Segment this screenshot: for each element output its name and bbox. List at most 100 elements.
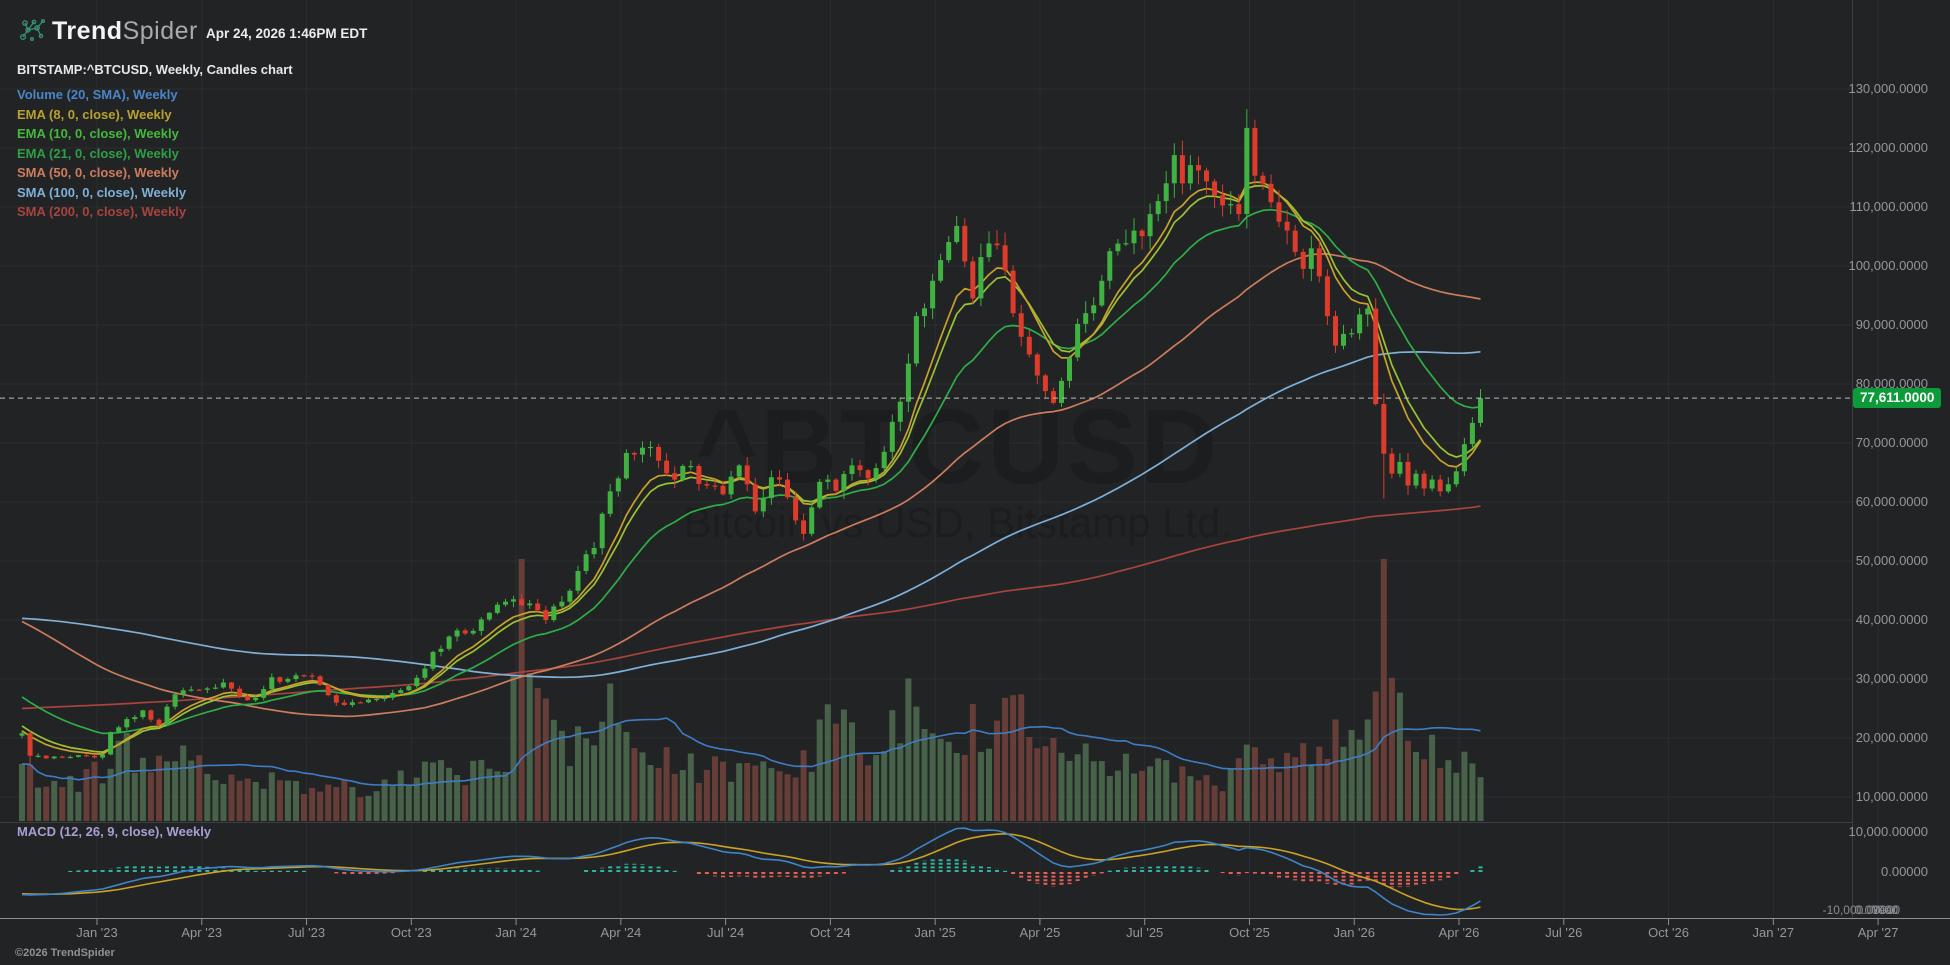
time-axis-label[interactable]: Jul '26: [1545, 925, 1582, 940]
volume-bar: [1453, 772, 1460, 821]
volume-bar: [1300, 743, 1307, 821]
time-axis-label[interactable]: Oct '23: [391, 925, 432, 940]
time-axis-label[interactable]: Jan '23: [76, 925, 118, 940]
price-axis-label[interactable]: 10,000.0000: [1856, 789, 1928, 804]
time-axis-label[interactable]: Jan '24: [495, 925, 537, 940]
volume-bar: [1340, 746, 1347, 821]
candle-body: [994, 243, 1000, 246]
macd-axis-label[interactable]: 0.00000: [1881, 864, 1928, 879]
trendspider-logo-icon: [19, 18, 46, 41]
time-axis-label[interactable]: Jul '23: [288, 925, 325, 940]
candle-body: [736, 465, 742, 477]
price-axis-label[interactable]: 90,000.0000: [1856, 317, 1928, 332]
candle-body: [43, 755, 49, 759]
chart-timestamp: Apr 24, 2026 1:46PM EDT: [206, 26, 368, 41]
legend-item[interactable]: EMA (21, 0, close), Weekly: [17, 145, 179, 161]
volume-ma-line: [21, 717, 1481, 787]
time-axis-label[interactable]: Jul '25: [1126, 925, 1163, 940]
volume-bar: [172, 761, 179, 821]
candle-body: [67, 756, 73, 759]
legend-item[interactable]: SMA (100, 0, close), Weekly: [17, 184, 187, 200]
legend-item[interactable]: SMA (200, 0, close), Weekly: [17, 204, 187, 219]
volume-bar: [1098, 761, 1105, 821]
time-axis-label[interactable]: Apr '24: [600, 925, 641, 940]
candle-body: [333, 695, 339, 703]
time-axis-label[interactable]: Jul '24: [707, 925, 744, 940]
volume-bar: [1348, 730, 1355, 821]
time-axis-label[interactable]: Oct '25: [1229, 925, 1270, 940]
volume-bar: [583, 738, 590, 821]
time-axis-label[interactable]: Apr '25: [1020, 925, 1061, 940]
candle-body: [527, 603, 533, 606]
volume-bar: [1042, 746, 1049, 821]
candle-body: [664, 460, 670, 474]
price-axis-label[interactable]: 110,000.0000: [1849, 199, 1928, 214]
volume-bar: [1445, 760, 1452, 821]
time-axis-label[interactable]: Oct '26: [1648, 925, 1689, 940]
legend-item[interactable]: SMA (50, 0, close), Weekly: [17, 165, 179, 180]
time-axis-label[interactable]: Apr '26: [1439, 925, 1480, 940]
volume-bar: [260, 788, 267, 821]
price-axis-label[interactable]: 40,000.0000: [1856, 612, 1928, 627]
volume-bar: [986, 748, 992, 821]
candle-body: [1107, 251, 1113, 281]
volume-bar: [913, 706, 920, 821]
candle-body: [1155, 201, 1161, 215]
candle-body: [1034, 354, 1040, 376]
legend-item[interactable]: Volume (20, SMA), Weekly: [17, 87, 178, 102]
price-axis-label[interactable]: 50,000.0000: [1856, 553, 1928, 568]
volume-bar: [977, 751, 984, 821]
price-axis-label[interactable]: 70,000.0000: [1856, 435, 1928, 450]
candle-body: [253, 697, 259, 701]
price-axis-label[interactable]: 60,000.0000: [1856, 494, 1928, 509]
candle-body: [92, 755, 97, 758]
time-axis-label[interactable]: Apr '27: [1858, 925, 1899, 940]
candle-body: [277, 677, 283, 682]
time-axis-label[interactable]: Oct '24: [810, 925, 851, 940]
price-axis-label[interactable]: 130,000.0000: [1848, 81, 1928, 96]
price-axis-label[interactable]: 20,000.0000: [1856, 730, 1928, 745]
time-axis-label[interactable]: Jan '27: [1753, 925, 1795, 940]
price-axis-label[interactable]: 80,000.0000: [1856, 376, 1928, 391]
volume-bar: [397, 770, 404, 821]
candle-body: [559, 601, 565, 607]
candle-body: [1131, 230, 1137, 244]
volume-bar: [454, 775, 461, 821]
volume-bar: [75, 791, 82, 821]
candle-body: [1139, 230, 1145, 237]
volume-bar: [188, 760, 195, 821]
price-axis-label[interactable]: 100,000.0000: [1848, 258, 1928, 273]
volume-bar: [59, 787, 66, 821]
volume-bar: [1469, 763, 1476, 821]
price-axis-label[interactable]: 30,000.0000: [1856, 671, 1928, 686]
price-axis-label[interactable]: 120,000.0000: [1848, 140, 1928, 155]
time-axis-label[interactable]: Jan '26: [1333, 925, 1375, 940]
volume-bar: [309, 788, 316, 821]
volume-bar: [1332, 719, 1339, 821]
volume-bar: [647, 765, 654, 821]
legend-item[interactable]: EMA (10, 0, close), Weekly: [17, 126, 179, 141]
candle-body: [1115, 243, 1121, 252]
time-axis-label[interactable]: Apr '23: [181, 925, 222, 940]
volume-bar: [349, 787, 356, 821]
candle-body: [793, 497, 799, 521]
volume-bar: [293, 781, 299, 821]
macd-axis-label[interactable]: 10,000.00000: [1848, 824, 1928, 839]
time-axis-label[interactable]: Jan '25: [914, 925, 956, 940]
candle-body: [656, 446, 662, 461]
candle-body: [591, 548, 597, 555]
legend-item[interactable]: EMA (8, 0, close), Weekly: [17, 106, 172, 122]
volume-bar: [1405, 740, 1411, 821]
candle-body: [1316, 248, 1322, 277]
volume-bar: [526, 673, 533, 821]
volume-bar: [1155, 758, 1162, 821]
candle-body: [1244, 127, 1250, 214]
candle-body: [615, 478, 621, 492]
brand-trend: Trend: [52, 17, 123, 45]
volume-bar: [744, 763, 751, 821]
volume-bar: [1308, 764, 1315, 821]
candle-body: [357, 702, 363, 704]
macd-pane-label[interactable]: MACD (12, 26, 9, close), Weekly: [17, 824, 212, 839]
volume-bar: [1437, 767, 1444, 821]
